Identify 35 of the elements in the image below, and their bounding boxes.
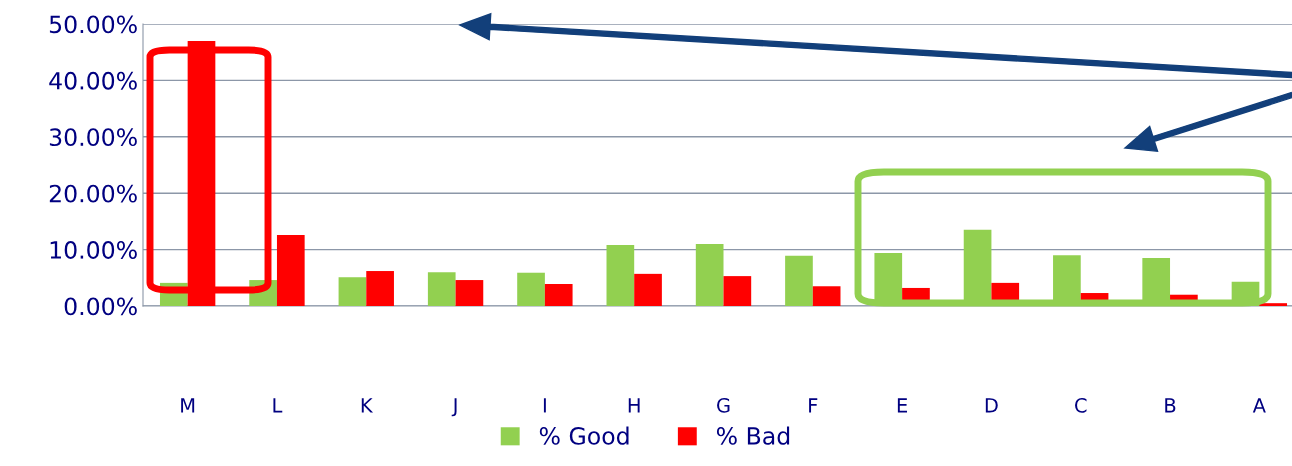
x-tick-label: K <box>361 398 374 413</box>
bar <box>785 255 813 306</box>
bar <box>606 245 635 306</box>
y-tick-label: 50.00% <box>49 15 137 34</box>
bar <box>1259 303 1288 306</box>
bar <box>276 234 305 306</box>
bar <box>723 276 752 306</box>
bar <box>517 272 545 306</box>
x-tick-label: E <box>897 398 908 413</box>
legend-label: % Bad <box>716 426 790 445</box>
x-tick-label: I <box>543 398 546 413</box>
x-tick-label: B <box>1165 398 1176 413</box>
bar <box>634 273 662 306</box>
y-tick-label: 30.00% <box>49 128 137 147</box>
x-tick-label: C <box>1075 398 1087 413</box>
x-tick-label: H <box>628 398 640 413</box>
x-tick-label: F <box>809 398 818 413</box>
bar <box>544 284 573 306</box>
x-tick-label: A <box>1252 398 1266 413</box>
x-tick-label: L <box>273 398 283 413</box>
x-tick-label: D <box>985 398 998 413</box>
bar <box>366 271 394 306</box>
x-tick-label: J <box>451 398 457 417</box>
x-tick-label: G <box>717 398 730 413</box>
y-tick-label: 0.00% <box>64 297 137 316</box>
y-tick-label: 20.00% <box>49 184 137 203</box>
bar <box>695 243 724 306</box>
x-tick-label: M <box>181 398 195 413</box>
y-tick-label: 40.00% <box>49 71 137 90</box>
y-tick-label: 10.00% <box>50 241 137 259</box>
bar <box>455 280 484 306</box>
bar <box>812 286 841 306</box>
bar <box>427 272 456 306</box>
bar <box>338 277 367 306</box>
legend-label: % Good <box>539 426 629 445</box>
